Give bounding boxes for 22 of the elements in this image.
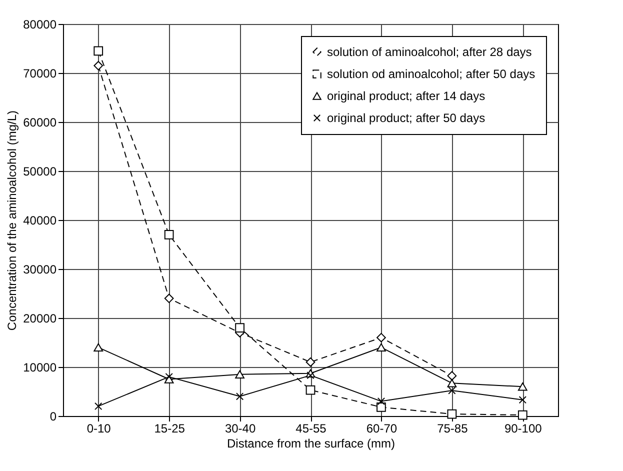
- x-axis-title: Distance from the surface (mm): [226, 436, 396, 450]
- x-tick-label: 45-55: [296, 422, 327, 436]
- y-tick-label: 70000: [23, 66, 57, 80]
- x-tick-label: 15-25: [154, 422, 186, 436]
- y-tick-label: 50000: [23, 164, 57, 178]
- y-tick-label: 40000: [23, 214, 57, 228]
- y-tick-label: 0: [50, 410, 57, 424]
- legend-label: solution of aminoalcohol; after 28 days: [327, 45, 532, 59]
- y-tick-label: 30000: [23, 262, 57, 276]
- x-tick-label: 60-70: [366, 422, 398, 436]
- x-tick-label: 30-40: [224, 422, 256, 436]
- legend-label: solution od aminoalcohol; after 50 days: [327, 67, 536, 81]
- x-tick-label: 90-100: [504, 422, 542, 436]
- y-axis-title: Concentration of the aminoalcohol (mg/L): [5, 110, 20, 331]
- y-tick-label: 80000: [23, 18, 57, 32]
- legend-label: original product; after 14 days: [327, 89, 486, 103]
- y-tick-label: 60000: [23, 116, 57, 130]
- x-tick-label: 75-85: [437, 422, 468, 436]
- x-tick-label: 0-10: [86, 422, 112, 436]
- legend-label: original product; after 50 days: [327, 111, 486, 125]
- y-tick-label: 10000: [23, 360, 57, 374]
- y-tick-label: 20000: [23, 312, 57, 326]
